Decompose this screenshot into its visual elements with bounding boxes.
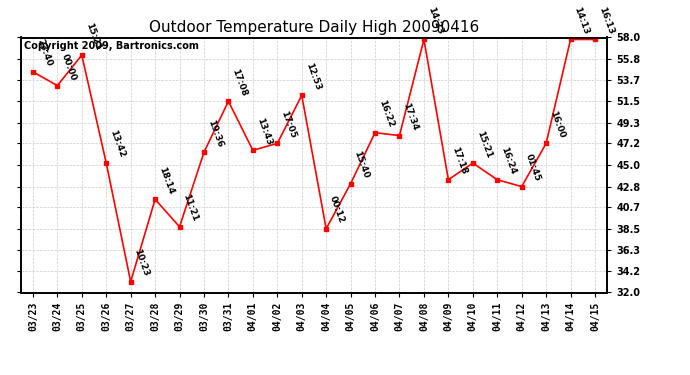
Text: 15:21: 15:21 [475, 129, 493, 159]
Text: 15:40: 15:40 [353, 150, 371, 180]
Text: 15:21: 15:21 [83, 21, 102, 51]
Text: 13:42: 13:42 [108, 129, 126, 159]
Text: 13:43: 13:43 [255, 116, 273, 146]
Text: 14:13: 14:13 [573, 6, 591, 36]
Text: 00:12: 00:12 [328, 195, 346, 225]
Text: 10:23: 10:23 [132, 248, 151, 278]
Text: 14:23: 14:23 [426, 6, 444, 36]
Text: 17:08: 17:08 [230, 68, 248, 98]
Text: 01:45: 01:45 [524, 153, 542, 183]
Text: 11:21: 11:21 [181, 193, 199, 223]
Text: 17:34: 17:34 [402, 102, 420, 132]
Text: 16:00: 16:00 [548, 110, 566, 140]
Text: 16:24: 16:24 [499, 146, 518, 176]
Title: Outdoor Temperature Daily High 20090416: Outdoor Temperature Daily High 20090416 [149, 20, 479, 35]
Text: 12:53: 12:53 [304, 62, 322, 92]
Text: 16:22: 16:22 [377, 99, 395, 129]
Text: 00:00: 00:00 [59, 52, 77, 82]
Text: Copyright 2009, Bartronics.com: Copyright 2009, Bartronics.com [23, 41, 199, 51]
Text: 23:40: 23:40 [35, 38, 53, 68]
Text: 19:36: 19:36 [206, 118, 224, 148]
Text: 16:13: 16:13 [597, 6, 615, 36]
Text: 17:18: 17:18 [451, 146, 469, 176]
Text: 18:14: 18:14 [157, 165, 175, 195]
Text: 17:05: 17:05 [279, 110, 297, 140]
